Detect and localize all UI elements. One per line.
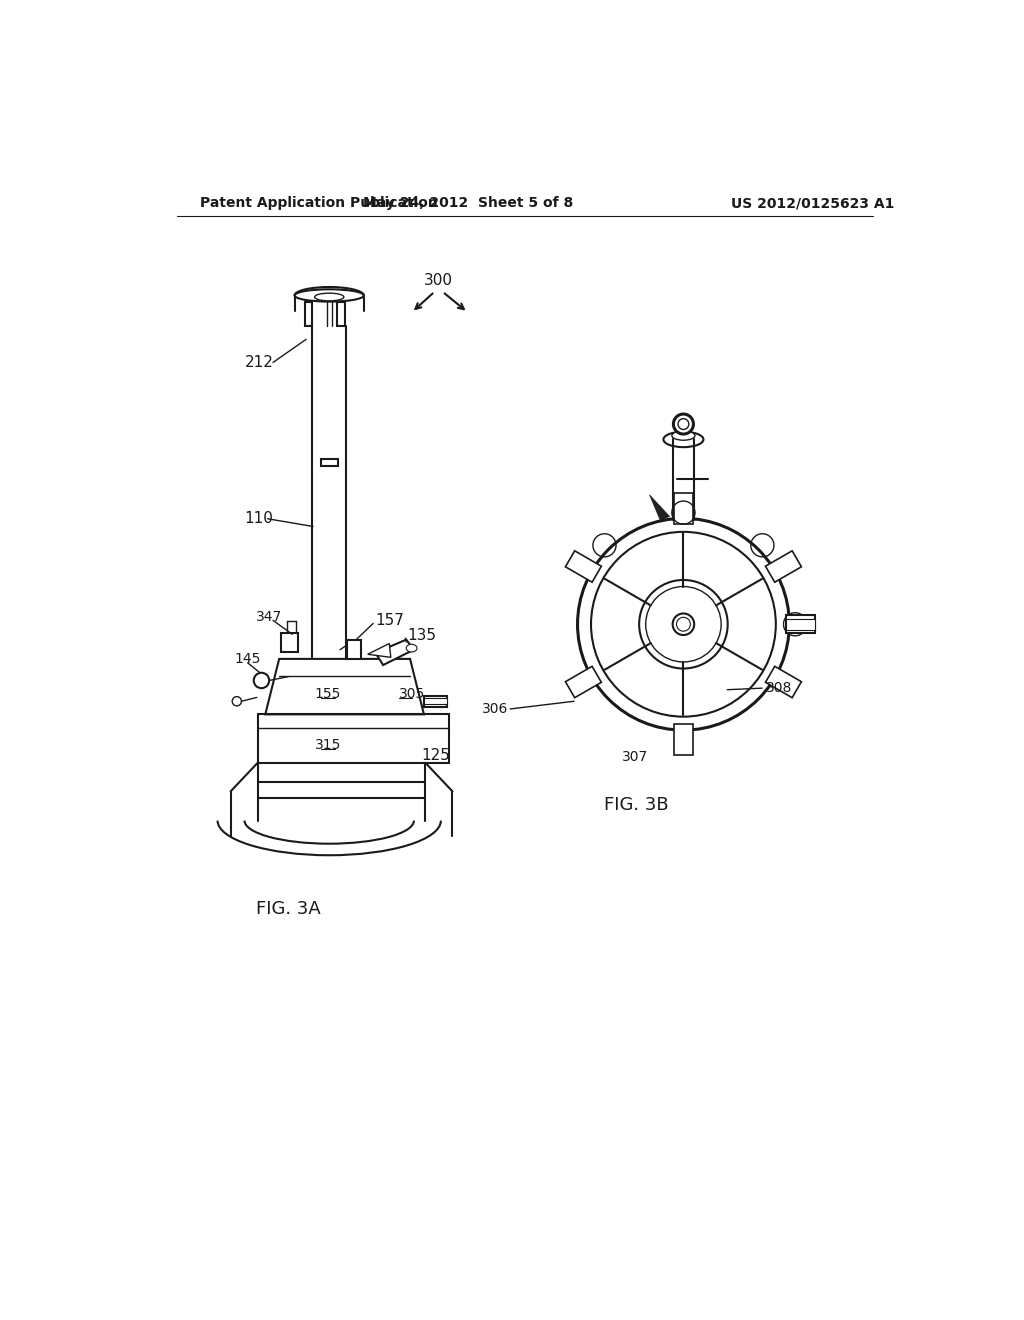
Bar [785,619,815,630]
Ellipse shape [674,414,693,434]
Bar [347,640,360,659]
Text: 300: 300 [424,272,453,288]
Ellipse shape [678,418,689,429]
Text: 157: 157 [376,612,404,628]
Bar [282,634,298,652]
Text: 135: 135 [408,628,437,643]
Ellipse shape [254,673,269,688]
Polygon shape [649,495,670,520]
Polygon shape [565,550,601,582]
Polygon shape [368,644,391,657]
Bar [337,302,345,326]
Ellipse shape [295,289,364,302]
Text: 315: 315 [314,738,341,752]
Bar [321,459,338,466]
Ellipse shape [672,432,695,441]
Polygon shape [565,667,601,698]
Ellipse shape [407,644,417,652]
Polygon shape [265,659,424,714]
Bar [424,698,447,705]
Polygon shape [766,550,802,582]
Ellipse shape [664,432,703,447]
Ellipse shape [677,618,690,631]
Text: 308: 308 [766,681,793,696]
Polygon shape [674,725,692,755]
Text: 306: 306 [481,702,508,715]
Text: Patent Application Publication: Patent Application Publication [200,197,437,210]
Text: 125: 125 [421,747,450,763]
Bar [304,302,312,326]
Text: US 2012/0125623 A1: US 2012/0125623 A1 [731,197,895,210]
Bar [424,696,447,706]
Text: 347: 347 [256,610,283,624]
Ellipse shape [314,293,344,301]
Text: 305: 305 [398,686,425,701]
Text: 212: 212 [245,355,273,370]
Ellipse shape [639,579,728,668]
Ellipse shape [591,532,776,717]
Ellipse shape [646,586,721,663]
Text: May 24, 2012  Sheet 5 of 8: May 24, 2012 Sheet 5 of 8 [362,197,573,210]
Text: 307: 307 [622,751,648,764]
Ellipse shape [232,697,242,706]
Ellipse shape [673,614,694,635]
Text: 145: 145 [234,652,261,665]
Text: 110: 110 [245,511,273,527]
Ellipse shape [578,519,790,730]
Text: FIG. 3B: FIG. 3B [604,796,669,814]
Text: 155: 155 [314,686,341,701]
Polygon shape [766,667,802,698]
Polygon shape [376,640,414,665]
Polygon shape [674,494,692,524]
Text: FIG. 3A: FIG. 3A [256,900,321,919]
Bar [785,615,815,634]
